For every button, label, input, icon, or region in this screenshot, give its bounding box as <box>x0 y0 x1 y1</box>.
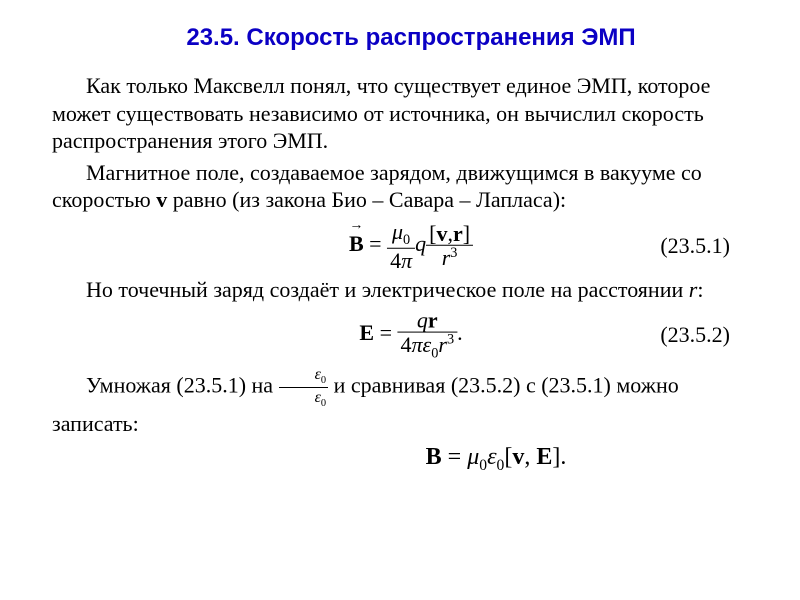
eq1-4: 4 <box>390 248 401 273</box>
eq3-close: ]. <box>552 444 566 470</box>
eq1-mu-sub: 0 <box>403 232 410 248</box>
para4-text-a: Умножая (23.5.1) на <box>86 373 279 398</box>
vec-arrow-icon: → <box>349 219 364 233</box>
para2-text-b: равно (из закона Био – Савара – Лапласа)… <box>167 187 566 212</box>
eq2-r-den: r <box>438 332 447 357</box>
eq2-dot: . <box>457 320 463 345</box>
paragraph-4: Умножая (23.5.1) на ε0 ε0 и сравнивая (2… <box>52 365 770 438</box>
eq1-r: r <box>453 221 463 246</box>
eq2-q: q <box>417 308 428 333</box>
para2-v: v <box>156 187 167 212</box>
eq2-eps: ε <box>423 332 432 357</box>
equation-3: B = μ0ε0[v, E]. <box>222 444 770 475</box>
section-title: 23.5. Скорость распространения ЭМП <box>52 24 770 52</box>
equation-2-number: (23.5.2) <box>660 322 730 348</box>
paragraph-2: Магнитное поле, создаваемое зарядом, дви… <box>52 159 770 214</box>
eq1-equals: = <box>364 231 387 256</box>
eq3-mu: μ <box>467 444 479 470</box>
paragraph-1: Как только Максвелл понял, что существуе… <box>52 72 770 155</box>
eq3-equals: = <box>442 444 468 470</box>
eq1-r-pow: 3 <box>450 245 457 261</box>
eq1-r-den: r <box>442 245 451 270</box>
eq2-pi: π <box>412 332 423 357</box>
eq3-E: E <box>536 444 552 470</box>
eq3-v: v <box>512 444 524 470</box>
eq1-q: q <box>415 231 426 256</box>
equation-1-body: → B = μ0 4π q [v,r] r3 <box>349 219 473 271</box>
eq2-r-pow: 3 <box>447 332 454 348</box>
para4-eps-den-sub: 0 <box>321 398 326 409</box>
eq3-B: B <box>426 444 442 470</box>
paragraph-3: Но точечный заряд создаёт и электрическо… <box>52 276 770 304</box>
eq1-close: ] <box>463 221 470 246</box>
eq2-E: E <box>359 320 374 345</box>
eq2-4: 4 <box>401 332 412 357</box>
eq3-comma: , <box>524 444 536 470</box>
equation-1-number: (23.5.1) <box>660 233 730 259</box>
para4-eps-num-sub: 0 <box>321 375 326 386</box>
para3-text-a: Но точечный заряд создаёт и электрическо… <box>86 277 689 302</box>
eq2-equals: = <box>374 320 397 345</box>
eq3-mu-sub: 0 <box>479 457 487 474</box>
eq2-r-num: r <box>428 308 438 333</box>
eq1-pi: π <box>401 248 412 273</box>
eq2-eps-sub: 0 <box>431 345 438 361</box>
eq1-B: B <box>349 231 364 256</box>
eq1-mu: μ <box>392 218 403 243</box>
equation-1: → B = μ0 4π q [v,r] r3 (23.5.1) <box>52 218 770 274</box>
equation-2: E = qr 4πε0r3 . (23.5.2) <box>52 307 770 363</box>
eq3-eps: ε <box>487 444 496 470</box>
eq1-v: v <box>436 221 447 246</box>
equation-2-body: E = qr 4πε0r3 . <box>359 309 462 362</box>
para3-text-b: : <box>697 277 703 302</box>
